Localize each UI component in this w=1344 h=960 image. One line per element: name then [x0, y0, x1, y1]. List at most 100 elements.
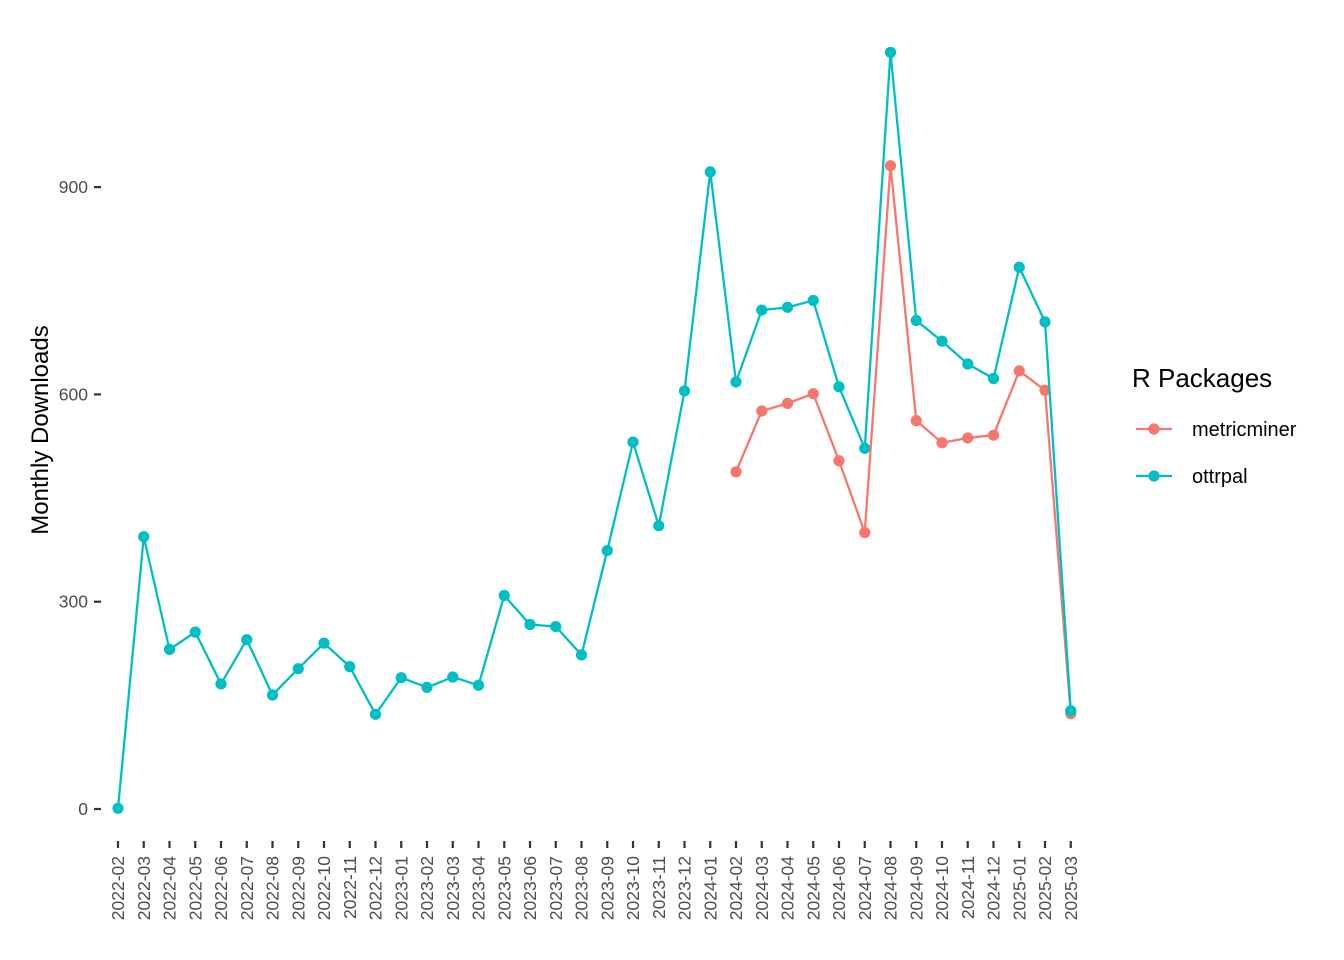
series-line — [116, 51, 1072, 809]
data-point — [498, 589, 510, 602]
data-point — [601, 544, 613, 557]
data-point — [833, 381, 845, 393]
x-tick-label: 2025-02 — [1035, 856, 1055, 920]
x-tick-label: 2022-07 — [237, 856, 257, 920]
data-point — [756, 304, 768, 316]
series-layer — [112, 46, 1077, 814]
x-tick-label: 2024-04 — [778, 856, 798, 920]
x-tick-label: 2022-04 — [160, 856, 180, 920]
legend-title: R Packages — [1132, 363, 1272, 393]
x-tick-label: 2024-10 — [932, 856, 952, 920]
x-tick-label: 2023-01 — [391, 856, 411, 920]
x-tick-label: 2024-02 — [726, 856, 746, 920]
data-point — [884, 160, 897, 172]
x-tick-label: 2023-09 — [597, 856, 617, 920]
x-tick-label: 2024-06 — [829, 856, 849, 920]
data-point — [395, 672, 407, 684]
data-point — [369, 708, 382, 720]
data-point — [756, 405, 768, 417]
x-tick-label: 2025-01 — [1009, 856, 1029, 920]
x-tick-label: 2023-04 — [469, 856, 489, 920]
x-tick-label: 2022-06 — [211, 856, 231, 920]
data-point — [781, 397, 794, 409]
series-ottrpal — [112, 46, 1077, 814]
x-tick-label: 2022-03 — [134, 856, 154, 920]
legend-label: ottrpal — [1192, 466, 1248, 488]
x-tick-label: 2023-10 — [623, 856, 643, 920]
x-tick-label: 2023-03 — [443, 856, 463, 920]
y-tick-label: 0 — [78, 799, 88, 819]
y-axis: 0 300 600 900 — [59, 177, 101, 819]
legend-key-point — [1148, 423, 1160, 435]
data-point — [807, 294, 819, 307]
y-axis-title: Monthly Downloads — [27, 325, 54, 534]
data-point — [678, 385, 691, 397]
data-point — [987, 429, 1000, 441]
x-tick-label: 2022-05 — [185, 856, 205, 920]
data-point — [1013, 261, 1025, 273]
series-line — [734, 164, 1072, 714]
x-tick-label: 2022-08 — [263, 856, 283, 920]
data-point — [653, 520, 665, 532]
data-point — [163, 643, 176, 655]
data-point — [1013, 365, 1025, 377]
data-point — [112, 802, 124, 814]
x-tick-label: 2022-02 — [108, 856, 128, 920]
legend-key-point — [1148, 470, 1160, 482]
x-tick-label: 2023-06 — [520, 856, 540, 920]
legend-item-metricminer: metricminer — [1136, 419, 1297, 441]
x-tick-label: 2024-01 — [700, 856, 720, 920]
data-point — [215, 678, 227, 690]
legend-items: metricminer ottrpal — [1136, 419, 1297, 488]
x-tick-label: 2024-11 — [958, 856, 978, 919]
data-point — [1065, 705, 1077, 717]
data-point — [910, 314, 922, 327]
x-tick-label: 2022-09 — [288, 856, 308, 920]
data-point — [833, 455, 845, 467]
x-tick-label: 2024-08 — [881, 856, 901, 920]
data-point — [189, 626, 201, 638]
data-point — [884, 46, 897, 58]
x-tick-label: 2024-09 — [906, 856, 926, 920]
data-point — [318, 637, 330, 649]
data-point — [962, 358, 974, 370]
y-tick-label: 600 — [59, 384, 88, 404]
data-point — [575, 649, 588, 661]
data-point — [344, 661, 356, 673]
data-point — [138, 531, 150, 543]
x-tick-label: 2024-07 — [855, 856, 875, 920]
data-point — [781, 301, 794, 313]
x-tick-label: 2024-03 — [752, 856, 772, 920]
y-tick-label: 900 — [59, 177, 88, 197]
x-tick-label: 2022-10 — [314, 856, 334, 920]
data-point — [472, 679, 485, 691]
data-point — [1039, 316, 1051, 328]
data-point — [266, 689, 279, 701]
x-axis: 2022-02 2022-03 2022-04 2022-05 2022-06 2022-… — [108, 841, 1081, 920]
legend: R Packages metricminer ottrpal — [1132, 363, 1297, 488]
data-point — [910, 415, 922, 427]
data-point — [627, 436, 639, 448]
data-point — [936, 335, 948, 347]
x-tick-label: 2023-08 — [572, 856, 592, 920]
data-point — [241, 634, 253, 646]
x-tick-label: 2023-12 — [675, 856, 695, 920]
data-point — [421, 681, 433, 693]
data-point — [730, 466, 742, 478]
data-point — [447, 671, 459, 683]
x-tick-label: 2022-12 — [366, 856, 386, 920]
x-tick-label: 2023-05 — [494, 856, 514, 920]
x-tick-label: 2025-03 — [1061, 856, 1081, 920]
x-tick-label: 2024-12 — [984, 856, 1004, 920]
legend-item-ottrpal: ottrpal — [1136, 466, 1248, 488]
data-point — [859, 442, 871, 454]
x-tick-label: 2023-11 — [649, 856, 669, 919]
legend-label: metricminer — [1192, 419, 1297, 441]
data-point — [859, 527, 871, 539]
data-point — [936, 437, 948, 449]
data-point — [987, 372, 1000, 385]
data-point — [292, 663, 304, 675]
data-point — [962, 432, 974, 444]
x-tick-label: 2023-07 — [546, 856, 566, 920]
